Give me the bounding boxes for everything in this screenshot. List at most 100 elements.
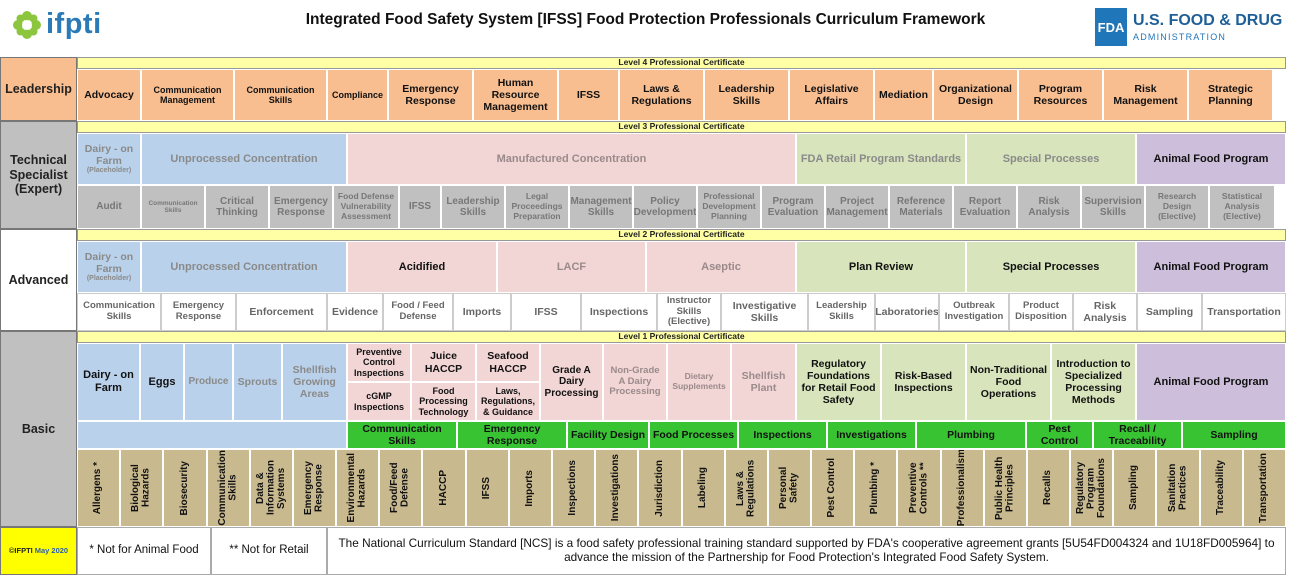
basic-course-2: Biosecurity [163,449,207,527]
adv-course-5: Imports [453,293,511,331]
row-label-1: Technical Specialist (Expert) [0,121,77,229]
adv-course-1: Emergency Response [161,293,236,331]
adv-course-9: Investigative Skills [721,293,808,331]
basic-course-8-label: HACCP [437,470,449,506]
level-bar-3: Level 1 Professional Certificate [77,331,1286,343]
basic-blue-filler [77,421,347,449]
level-bar-1: Level 3 Professional Certificate [77,121,1286,133]
adv-course-14: Risk Analysis [1073,293,1137,331]
basic-course-25-label: Sanitation Practices [1166,463,1189,513]
adv-course-3: Evidence [327,293,383,331]
footer-note-1: * Not for Animal Food [77,527,211,575]
basic-conc-dietary: Dietary Supplements [667,343,731,421]
footer-copyright-prefix: ©IFPTI [8,545,33,555]
tech-conc-unprocessed: Unprocessed Concentration [141,133,347,185]
basic-course-20: Professionalism [941,449,984,527]
leadership-course-1: Communication Management [141,69,234,121]
fda-logo-line2: ADMINISTRATION [1133,32,1227,42]
basic-course-13: Jurisdiction [638,449,682,527]
basic-course-10-label: Imports [524,469,536,507]
leadership-course-13: Risk Management [1103,69,1188,121]
adv-course-6: IFSS [511,293,581,331]
basic-course-26-label: Traceability [1215,460,1227,516]
basic-course-18-label: Plumbing * [869,461,881,515]
basic-conc-juice: Juice HACCP [411,343,476,382]
row-label-2: Advanced [0,229,77,331]
basic-conc-produce: Produce [184,343,233,421]
basic-course-13-label: Jurisdiction [653,459,665,517]
fda-logo-box: FDA [1095,8,1127,46]
basic-course-19: Preventive Controls ** [897,449,941,527]
footer-copyright-date: May 2020 [34,545,69,555]
adv-course-12: Outbreak Investigation [939,293,1009,331]
adv-conc-special: Special Processes [966,241,1136,293]
tech-course-5: IFSS [399,185,441,229]
leadership-course-14: Strategic Planning [1188,69,1273,121]
basic-course-14-label: Labeling [697,467,709,509]
tech-course-17: Research Design (Elective) [1145,185,1209,229]
tech-conc-dairy-subtext: (Placeholder) [86,167,132,175]
leadership-course-11: Organizational Design [933,69,1018,121]
leadership-course-8: Leadership Skills [704,69,789,121]
basic-course-27: Transportation [1243,449,1286,527]
adv-course-7: Inspections [581,293,657,331]
adv-course-2: Enforcement [236,293,327,331]
tech-course-13: Reference Materials [889,185,953,229]
tech-course-10: Professional Development Planning [697,185,761,229]
basic-course-27-label: Transportation [1258,453,1270,524]
adv-course-13: Product Disposition [1009,293,1073,331]
basic-course-7: Food/Feed Defense [379,449,422,527]
basic-course-12-label: Investigations [610,454,622,522]
basic-course-15-label: Laws & Regulations [735,459,757,517]
adv-course-11: Laboratories [875,293,939,331]
tech-course-18: Statistical Analysis (Elective) [1209,185,1275,229]
basic-course-17: Pest Control [811,449,854,527]
tech-conc-animal: Animal Food Program [1136,133,1286,185]
adv-course-15: Sampling [1137,293,1202,331]
leadership-course-6: IFSS [558,69,619,121]
basic-conc-risk-based: Risk-Based Inspections [881,343,966,421]
level-bar-2: Level 2 Professional Certificate [77,229,1286,241]
level-bar-0: Level 4 Professional Certificate [77,57,1286,69]
tech-course-3: Emergency Response [269,185,333,229]
basic-course-3: Communication Skills [207,449,250,527]
basic-course-3-label: Communication Skills [217,450,239,526]
adv-conc-dairy-label: Dairy - on Farm [84,250,134,275]
basic-course-7-label: Food/Feed Defense [389,462,411,514]
basic-conc-laws: Laws, Regulations, & Guidance [476,382,540,421]
basic-course-6: Environmental Hazards [336,449,379,527]
leadership-course-3: Compliance [327,69,388,121]
fda-logo: FDA U.S. FOOD & DRUG ADMINISTRATION [1095,8,1282,46]
basic-conc-fpt: Food Processing Technology [411,382,476,421]
basic-course-21: Public Health Principles [984,449,1027,527]
leadership-course-10: Mediation [874,69,933,121]
adv-conc-unprocessed: Unprocessed Concentration [141,241,347,293]
basic-course-16-label: Personal Safety [778,466,800,510]
basic-conc-seafood: Seafood HACCP [476,343,540,382]
ifpti-logo-text: ifpti [46,8,102,40]
tech-conc-special: Special Processes [966,133,1136,185]
basic-course-9: IFSS [466,449,509,527]
basic-course-23-label: Regulatory Program Foundations [1074,458,1107,518]
leadership-course-7: Laws & Regulations [619,69,704,121]
basic-green-3: Food Processes [649,421,738,449]
leadership-course-12: Program Resources [1018,69,1103,121]
tech-course-11: Program Evaluation [761,185,825,229]
tech-course-14: Report Evaluation [953,185,1017,229]
tech-course-7: Legal Proceedings Preparation [505,185,569,229]
basic-course-2-label: Biosecurity [178,460,190,516]
footer-note-2: ** Not for Retail [211,527,327,575]
tech-course-8: Management Skills [569,185,633,229]
adv-conc-dairy: Dairy - on Farm (Placeholder) [77,241,141,293]
leadership-course-9: Legislative Affairs [789,69,874,121]
basic-course-25: Sanitation Practices [1156,449,1200,527]
basic-green-1: Emergency Response [457,421,567,449]
footer-copyright: ©IFPTI May 2020 [0,527,77,575]
flower-icon [13,10,41,39]
basic-conc-sprouts: Sprouts [233,343,282,421]
basic-course-14: Labeling [682,449,725,527]
basic-conc-cgmp: cGMP Inspections [347,382,411,421]
basic-conc-eggs: Eggs [140,343,184,421]
row-label-3: Basic [0,331,77,527]
basic-conc-non-trad: Non-Traditional Food Operations [966,343,1051,421]
